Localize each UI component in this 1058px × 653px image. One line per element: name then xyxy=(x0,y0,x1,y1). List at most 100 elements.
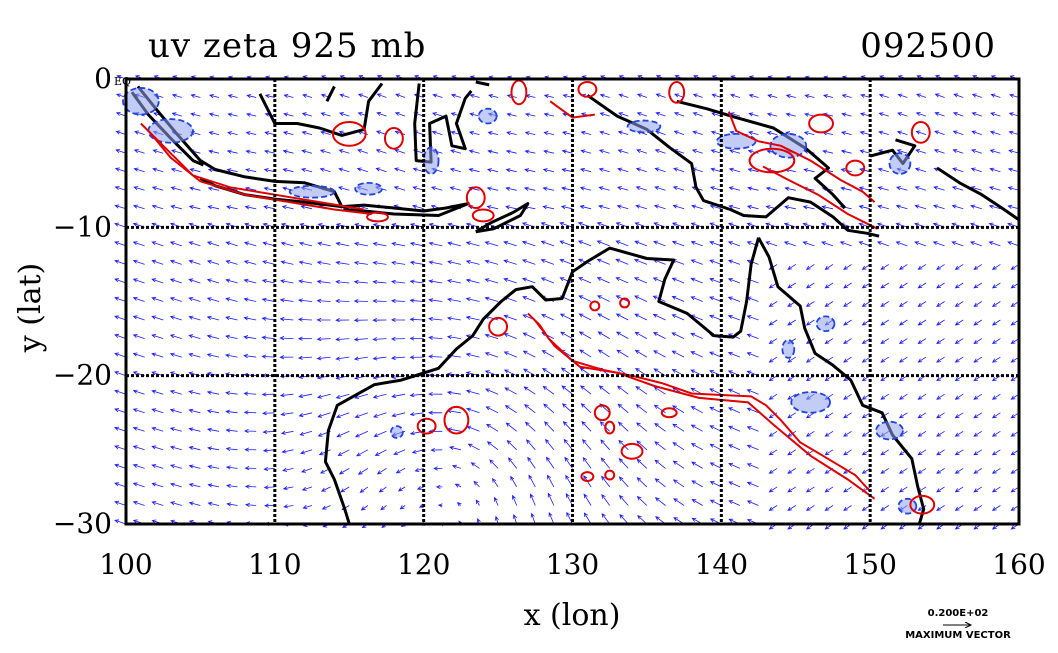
wind-vector xyxy=(633,277,648,284)
wind-vector xyxy=(114,389,127,395)
wind-vector xyxy=(530,512,536,525)
wind-vector xyxy=(880,264,890,270)
wind-vector xyxy=(485,388,499,395)
y-axis-label: y (lat) xyxy=(13,262,49,353)
wind-vector xyxy=(298,260,313,265)
wind-vector xyxy=(169,445,182,451)
wind-vector xyxy=(208,149,220,154)
wind-vector xyxy=(390,317,406,322)
wind-vector xyxy=(821,241,834,247)
wind-vector xyxy=(768,412,778,419)
zeta-positive-contour xyxy=(140,122,365,211)
wind-vector xyxy=(412,204,424,210)
wind-vector xyxy=(973,449,983,456)
wind-vector xyxy=(188,241,201,247)
wind-vector xyxy=(991,356,1001,363)
wind-vector xyxy=(503,259,517,265)
wind-vector xyxy=(465,315,480,321)
wind-vector xyxy=(690,259,703,265)
wind-vector xyxy=(484,333,499,339)
wind-vector xyxy=(171,93,182,98)
zeta-positive-contour xyxy=(910,121,931,144)
wind-vector xyxy=(487,149,499,154)
wind-vector xyxy=(880,505,890,511)
wind-vector xyxy=(263,466,275,472)
wind-vector xyxy=(559,222,573,228)
wind-vector xyxy=(543,149,554,154)
wind-vector xyxy=(132,296,145,302)
wind-vector xyxy=(246,94,257,99)
wind-vector xyxy=(263,485,275,490)
wind-vector xyxy=(316,356,331,361)
wind-vector xyxy=(915,149,927,154)
coastline xyxy=(325,85,336,102)
wind-vector xyxy=(433,466,443,471)
wind-vector xyxy=(320,486,331,492)
wind-vector xyxy=(805,282,815,289)
wind-vector xyxy=(861,430,871,437)
wind-vector xyxy=(805,505,815,511)
wind-vector xyxy=(746,426,759,432)
wind-vector xyxy=(599,130,610,135)
wind-vector xyxy=(617,130,629,135)
wind-vector xyxy=(209,94,220,99)
wind-vector xyxy=(390,279,406,285)
wind-vector xyxy=(802,205,815,210)
wind-vector xyxy=(973,505,983,511)
wind-vector xyxy=(858,241,871,247)
wind-vector xyxy=(991,282,1001,289)
wind-vector xyxy=(991,505,1001,511)
wind-vector xyxy=(541,350,555,358)
wind-vector xyxy=(428,241,443,247)
wind-vector xyxy=(880,282,890,289)
wind-vector xyxy=(560,205,573,210)
wind-vector xyxy=(547,474,555,488)
wind-vector xyxy=(988,204,1001,210)
wind-vector xyxy=(768,319,778,326)
wind-vector xyxy=(207,464,220,470)
wind-vector xyxy=(394,112,406,117)
wind-vector xyxy=(522,350,536,358)
wind-vector xyxy=(578,295,592,302)
wind-vector xyxy=(598,167,610,173)
wind-vector xyxy=(261,297,275,302)
wind-vector xyxy=(282,149,294,154)
wind-vector xyxy=(466,425,480,432)
wind-vector xyxy=(283,504,294,509)
wind-vector xyxy=(895,241,908,247)
wind-vector xyxy=(973,319,983,326)
wind-vector xyxy=(991,430,1001,437)
wind-vector xyxy=(372,318,387,323)
wind-vector xyxy=(431,130,443,135)
wind-vector xyxy=(805,430,815,437)
wind-vector xyxy=(469,93,480,98)
wind-vector xyxy=(805,412,815,419)
wind-vector xyxy=(542,186,554,191)
wind-vector xyxy=(672,460,685,469)
wind-vector xyxy=(353,279,368,285)
wind-vector xyxy=(245,502,257,508)
zeta-positive-contour xyxy=(748,147,796,174)
wind-vector xyxy=(598,149,610,154)
x-tick-label: 100 xyxy=(99,548,152,581)
wind-vector xyxy=(372,375,387,380)
wind-vector xyxy=(360,505,369,511)
wind-vector xyxy=(636,422,648,432)
wind-vector xyxy=(114,371,127,377)
coastline xyxy=(586,94,880,238)
wind-vector xyxy=(709,351,722,358)
wind-vector xyxy=(652,332,666,339)
wind-vector xyxy=(409,412,424,417)
wind-vector xyxy=(671,350,685,358)
wind-vector xyxy=(709,259,722,265)
wind-vector xyxy=(435,484,443,489)
wind-vector xyxy=(933,186,945,191)
wind-vector xyxy=(787,356,797,363)
wind-vector xyxy=(951,241,964,247)
zeta-negative-contour xyxy=(122,87,160,116)
wind-vector xyxy=(746,407,759,414)
coastline xyxy=(258,82,384,137)
wind-vector xyxy=(132,315,145,321)
wind-vector xyxy=(261,335,275,340)
zeta-positive-contour xyxy=(149,131,372,215)
